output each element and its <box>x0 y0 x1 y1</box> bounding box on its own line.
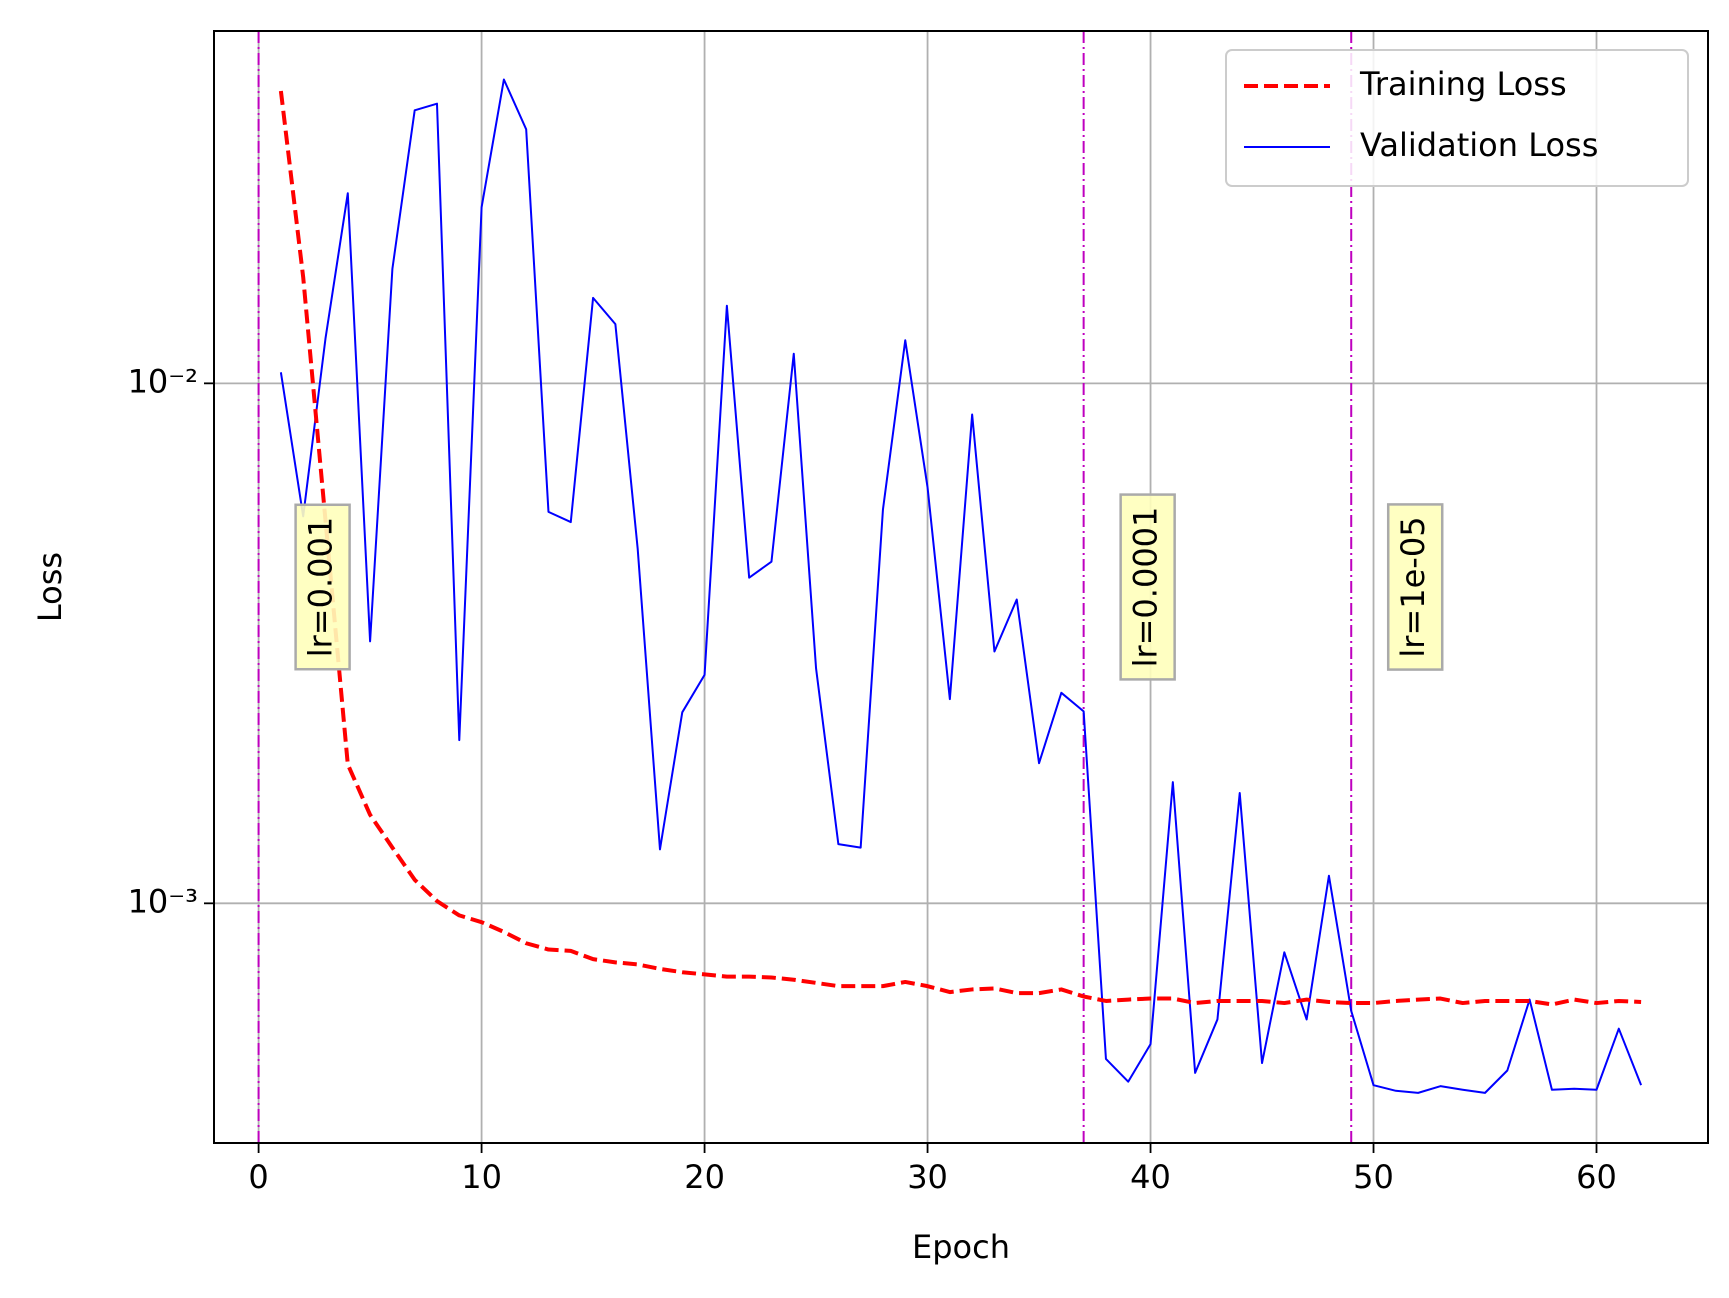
x-tick-label: 0 <box>248 1158 268 1196</box>
annotation-box <box>294 503 351 671</box>
lr-annotation: lr=0.0001 <box>1119 493 1176 681</box>
legend-label: Training Loss <box>1359 65 1567 103</box>
plot-frame <box>213 30 1709 1144</box>
legend-box <box>1225 49 1689 187</box>
annotation-box <box>1119 493 1176 681</box>
annotation-box <box>1386 503 1444 671</box>
lr-annotation: lr=1e-05 <box>1386 503 1444 671</box>
x-tick-label: 40 <box>1130 1158 1171 1196</box>
legend-label: Validation Loss <box>1360 126 1598 164</box>
y-tick-label: 10⁻² <box>128 362 198 400</box>
series-line <box>279 78 1643 1094</box>
annotation-label: lr=0.001 <box>302 517 340 657</box>
x-tick-label: 60 <box>1576 1158 1617 1196</box>
lr-annotation: lr=0.001 <box>294 503 351 671</box>
annotation-label: lr=1e-05 <box>1394 516 1432 657</box>
x-tick-label: 10 <box>461 1158 502 1196</box>
x-axis-label: Epoch <box>912 1228 1010 1266</box>
x-tick-label: 20 <box>684 1158 725 1196</box>
series-line <box>278 90 1642 1007</box>
y-axis-label: Loss <box>31 552 69 622</box>
x-tick-label: 50 <box>1353 1158 1394 1196</box>
annotation-label: lr=0.0001 <box>1127 507 1165 668</box>
y-tick-label: 10⁻³ <box>128 882 198 920</box>
x-tick-label: 30 <box>907 1158 948 1196</box>
